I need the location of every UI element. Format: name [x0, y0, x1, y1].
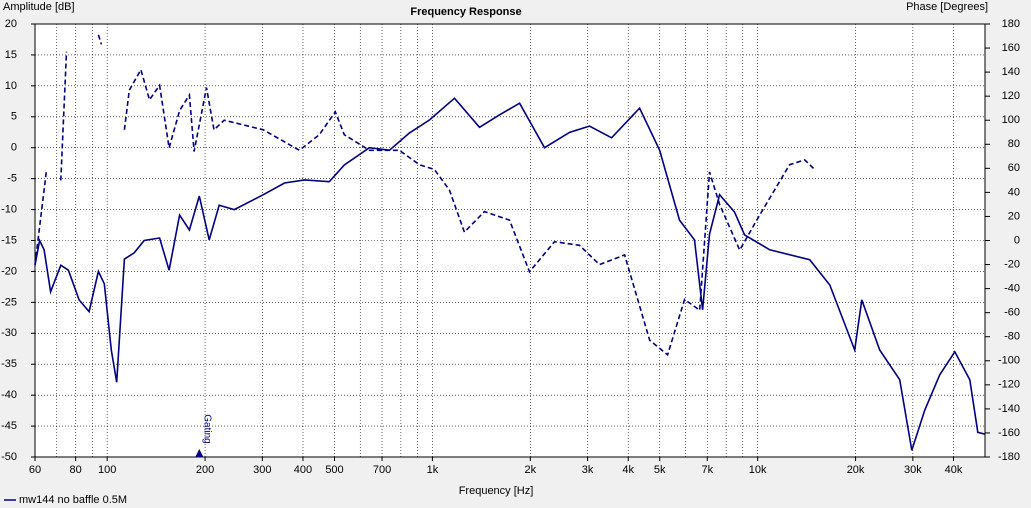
x-tick-label: 5k [654, 464, 666, 476]
y-tick-label: 20 [5, 18, 17, 30]
y-axis-title: Amplitude [dB] [3, 1, 75, 13]
y-tick-label: -50 [1, 451, 17, 463]
x-tick-label: 60 [29, 464, 41, 476]
y-tick-label: 10 [5, 80, 17, 92]
x-tick-label: 300 [253, 464, 271, 476]
y-tick-label: -15 [1, 234, 17, 246]
x-tick-label: 10k [749, 464, 767, 476]
y2-tick-label: 140 [1002, 66, 1020, 78]
y2-tick-label: 120 [1002, 90, 1020, 102]
y2-tick-label: 100 [1002, 114, 1020, 126]
y2-tick-label: -20 [1004, 258, 1020, 270]
y-tick-label: -25 [1, 296, 17, 308]
y2-tick-label: -80 [1004, 331, 1020, 343]
y-tick-label: -45 [1, 420, 17, 432]
x-tick-label: 700 [373, 464, 391, 476]
x-tick-label: 40k [945, 464, 963, 476]
y-tick-label: -30 [1, 327, 17, 339]
annotation-label: Gating [202, 414, 213, 443]
y-tick-label: 15 [5, 49, 17, 61]
x-tick-label: 7k [701, 464, 713, 476]
x-axis-title: Frequency [Hz] [459, 485, 534, 497]
y-tick-label: 5 [11, 111, 17, 123]
x-tick-label: 30k [904, 464, 922, 476]
y-tick-label: -20 [1, 265, 17, 277]
y2-tick-label: -100 [998, 355, 1020, 367]
amplitude-line [34, 97, 985, 451]
y-tick-label: -10 [1, 203, 17, 215]
x-tick-label: 500 [325, 464, 343, 476]
x-tick-label: 20k [847, 464, 865, 476]
y-tick-label: -5 [7, 173, 17, 185]
y2-tick-label: 0 [1014, 234, 1020, 246]
x-tick-label: 4k [622, 464, 634, 476]
y2-tick-label: -160 [998, 427, 1020, 439]
y-tick-label: -35 [1, 358, 17, 370]
plot-area [34, 23, 986, 458]
y2-tick-label: 60 [1008, 162, 1020, 174]
legend-label: mw144 no baffle 0.5M [19, 494, 127, 506]
x-tick-label: 400 [294, 464, 312, 476]
y2-axis-title: Phase [Degrees] [906, 1, 988, 13]
y2-tick-label: -120 [998, 379, 1020, 391]
y2-tick-label: -140 [998, 403, 1020, 415]
y2-tick-label: -60 [1004, 307, 1020, 319]
annotation-marker [195, 449, 204, 457]
x-tick-label: 200 [196, 464, 214, 476]
x-tick-label: 100 [98, 464, 116, 476]
chart-title: Frequency Response [410, 6, 521, 18]
y2-tick-label: -180 [998, 451, 1020, 463]
x-tick-label: 2k [525, 464, 537, 476]
y-tick-label: -40 [1, 389, 17, 401]
y2-tick-label: 20 [1008, 210, 1020, 222]
y2-tick-label: 80 [1008, 138, 1020, 150]
x-tick-label: 1k [427, 464, 439, 476]
y2-tick-label: 180 [1002, 18, 1020, 30]
y-tick-label: 0 [11, 142, 17, 154]
phase-line [34, 34, 816, 357]
x-tick-label: 80 [70, 464, 82, 476]
y2-tick-label: 40 [1008, 186, 1020, 198]
y2-tick-label: -40 [1004, 283, 1020, 295]
y2-tick-label: 160 [1002, 42, 1020, 54]
x-tick-label: 3k [582, 464, 594, 476]
